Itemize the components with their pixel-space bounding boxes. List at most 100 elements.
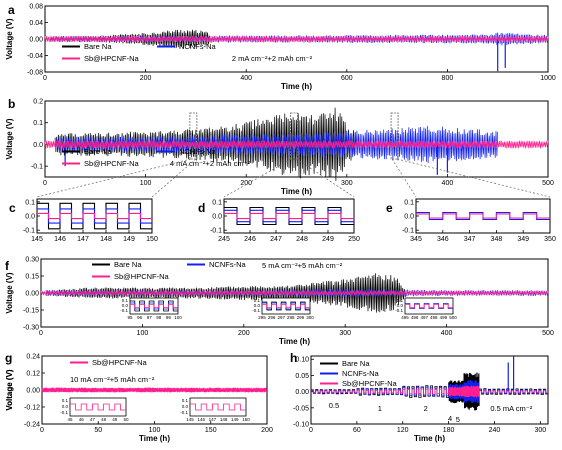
panel-letter-a: a [8,3,15,17]
x-tick-label: 200 [140,75,152,82]
inset-y-tick: 0.1 [254,298,261,303]
series-line-h-2 [311,385,548,398]
panel-letter-d: d [198,201,205,215]
y-tick-label: 0.10 [295,357,309,364]
inset-y-tick: -0.1 [395,308,403,313]
panel-e: e 345 346 347 348 349 350 0.1 0.0 -0.1 [386,198,556,243]
y-tick-label: 0.15 [25,274,39,281]
inset-y-tick: 0.1 [62,398,69,403]
inset-y-tick: 0.1 [397,298,404,303]
series-line-d-2 [224,212,354,220]
inset-y-tick: -0.1 [120,308,128,313]
inset-x-tick: 145 [186,417,194,422]
zoom-guide-left-2 [391,158,417,198]
series-line-a-2 [44,35,549,43]
x-tick-label: 0 [309,427,313,434]
inset-y-tick: -0.1 [60,410,68,415]
inset-x-tick: 497 [420,315,428,320]
inset-y-tick: 0.0 [397,303,404,308]
panel-letter-e: e [386,201,393,215]
x-tick-label: 800 [442,75,454,82]
inset-x-tick: 45 [67,417,73,422]
inset-x-tick: 149 [231,417,239,422]
step-label-h-5: 0.5 mA cm⁻² [490,404,532,413]
x-axis-label: Time (h) [281,82,312,91]
y-tick-label: -0.12 [24,405,40,412]
x-tick-label: 247 [270,236,282,243]
y-tick-label: 0.2 [33,99,43,106]
inset-x-tick: 96 [137,315,143,320]
series-line-b-2 [44,140,549,149]
x-tick-label: 347 [464,236,476,243]
inset-y-tick: 0.0 [62,404,69,409]
series-line-g-0 [41,387,267,393]
y-tick-label: -0.10 [293,422,309,429]
x-tick-label: 350 [544,236,556,243]
x-tick-label: 0 [43,75,47,82]
y-tick-label: 0.30 [25,257,39,264]
inset-f-1: 0.10.0-0.1 295 296 297 298 299 300 [252,297,314,320]
x-tick-label: 50 [94,427,102,434]
legend-label-h-2: Sb@HPCNF-Na [342,379,398,388]
y-tick-label: -0.1 [210,228,222,235]
step-label-h-2: 2 [424,404,428,413]
y-tick-label: 0.05 [295,373,309,380]
series-line-b-1 [54,125,499,164]
y-tick-label: 0.1 [404,199,414,206]
y-tick-label: 0.0 [404,214,414,221]
annotation-g: 10 mA cm⁻²+5 mAh cm⁻² [70,375,155,384]
inset-g-1: 0.10.0-0.1 145 146 147 148 149 150 [180,397,250,422]
x-tick-label: 349 [517,236,529,243]
legend-label-h-1: NCNFs-Na [342,369,379,378]
x-tick-label: 345 [410,236,422,243]
inset-x-tick: 495 [401,315,409,320]
y-axis-label: Voltage (V) [5,272,14,314]
legend-label-g-0: Sb@HPCNF-Na [92,358,148,367]
x-tick-label: 248 [296,236,308,243]
inset-x-tick: 146 [197,417,205,422]
inset-x-tick: 298 [287,315,295,320]
annotation-b: 4 mA cm⁻²+2 mAh cm⁻² [170,159,251,168]
legend-label-b-2: Sb@HPCNF-Na [84,159,140,168]
annotation-f: 5 mA cm⁻²+5 mAh cm⁻² [262,261,343,270]
x-tick-label: 0 [40,427,44,434]
x-tick-label: 147 [77,236,89,243]
x-tick-label: 200 [240,180,252,187]
x-tick-label: 300 [339,330,351,337]
x-axis-label: Time (h) [139,434,170,443]
y-tick-label: 0.1 [33,120,43,127]
x-axis-label: Time (h) [281,187,312,196]
inset-x-tick: 300 [306,315,314,320]
inset-x-tick: 299 [297,315,305,320]
inset-x-tick: 49 [112,417,118,422]
y-tick-label: 0.08 [29,4,43,11]
inset-x-tick: 498 [430,315,438,320]
panel-letter-c: c [9,201,16,215]
y-tick-label: 0.04 [29,20,43,27]
x-tick-label: 1000 [540,75,556,82]
legend-label-b-0: Bare Na [84,147,112,156]
zoom-box-1 [290,112,298,160]
inset-y-tick: -0.1 [252,308,260,313]
inset-f-2: 0.10.0-0.1 495 496 497 498 499 500 [395,297,457,320]
y-tick-label: 0.1 [212,199,222,206]
legend-label-f-2: Sb@HPCNF-Na [114,272,170,281]
x-tick-label: 180 [443,427,455,434]
y-axis-label: Voltage (V) [5,369,14,411]
panel-letter-g: g [5,351,12,365]
panel-f: f 0 100 200 300 400 500 0.30 0.15 0.00 -0.15 -0.30 T… [5,257,554,347]
inset-x-tick: 47 [90,417,96,422]
inset-y-tick: -0.1 [180,410,188,415]
x-tick-label: 249 [322,236,334,243]
panel-letter-f: f [5,259,10,273]
inset-x-tick: 99 [166,315,172,320]
x-tick-label: 148 [100,236,112,243]
x-tick-label: 100 [140,180,152,187]
y-tick-label: 0.12 [26,371,40,378]
x-tick-label: 240 [489,427,501,434]
x-tick-label: 100 [137,330,149,337]
x-tick-label: 0 [43,180,47,187]
y-tick-label: -0.1 [402,228,414,235]
y-tick-label: -0.1 [23,228,35,235]
zoom-box-0 [189,112,198,160]
